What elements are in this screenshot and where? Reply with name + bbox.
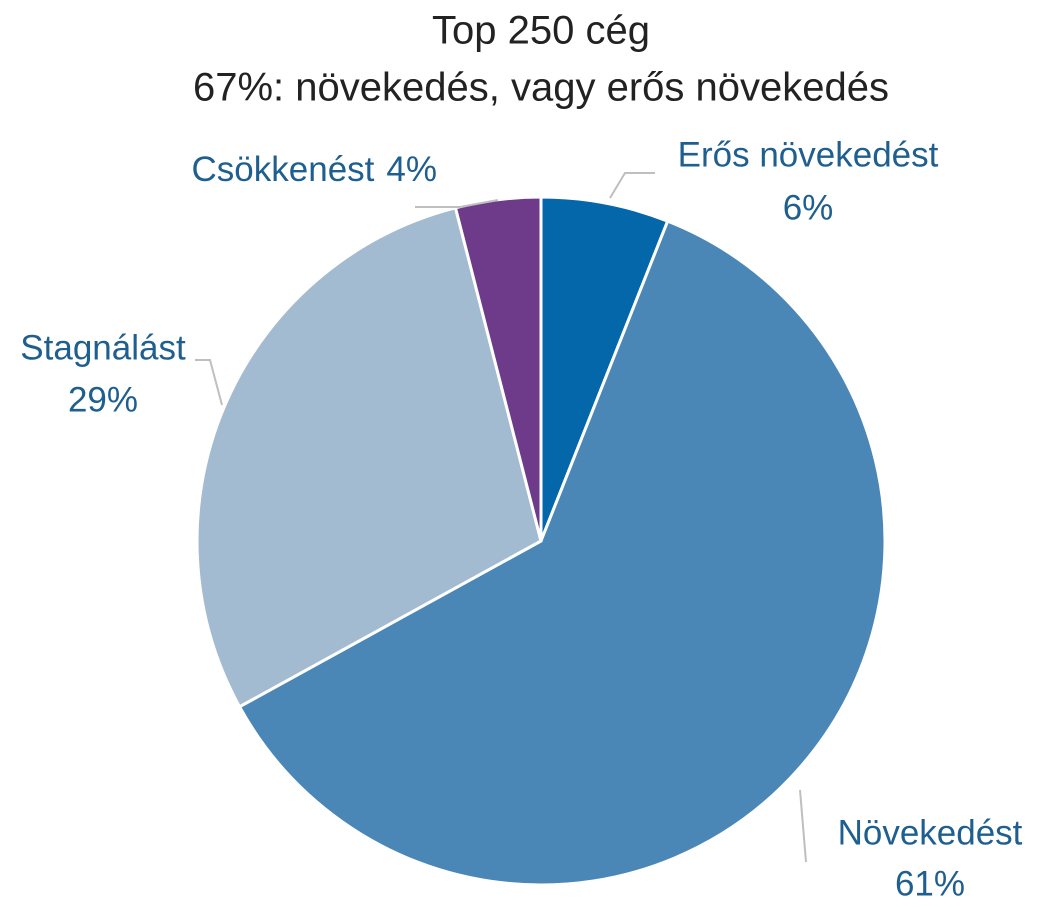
- data-labels: Erős növekedést 6% Növekedést 61% Stagnálást…: [20, 135, 1023, 903]
- value-label: 61%: [895, 864, 965, 902]
- pie-slice: [195, 205, 543, 709]
- chart-title: Top 250 cég: [432, 9, 650, 53]
- leader-line: [415, 199, 499, 208]
- chart-subtitle: 67%: növekedés, vagy erős növekedés: [193, 66, 889, 110]
- leader-line: [195, 359, 223, 406]
- category-label: Stagnálást: [20, 328, 186, 367]
- value-label: 4%: [386, 150, 437, 189]
- category-label: Növekedést: [838, 813, 1023, 852]
- pie: [195, 195, 887, 887]
- category-label: Erős növekedést: [678, 135, 939, 174]
- pie-slice: [539, 195, 670, 542]
- leader-line: [799, 789, 807, 863]
- category-label: Csökkenést: [192, 150, 375, 189]
- value-label: 29%: [68, 380, 138, 419]
- data-label: Csökkenést 4%: [192, 150, 437, 189]
- value-label: 6%: [783, 188, 834, 227]
- pie-slice: [237, 219, 887, 887]
- leader-line: [609, 172, 655, 199]
